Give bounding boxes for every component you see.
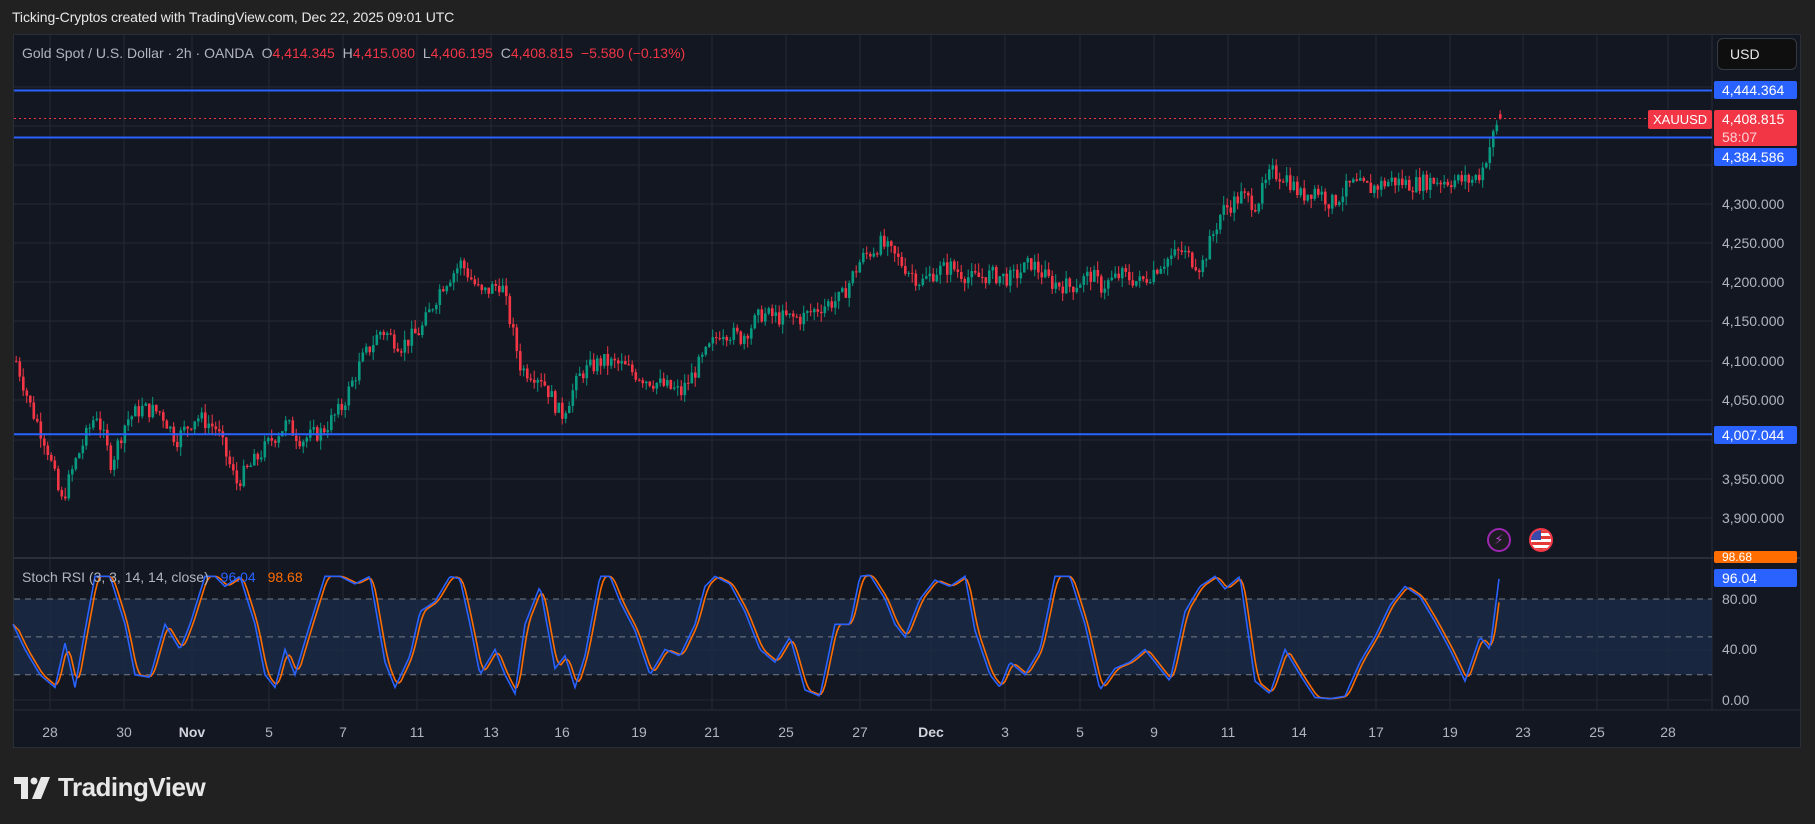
- current-price: 4,408.815: [1722, 111, 1785, 127]
- time-axis-label: 5: [265, 724, 273, 740]
- stoch-k-tag: 96.04: [1714, 569, 1797, 587]
- time-axis-label: 11: [409, 724, 425, 740]
- time-axis-label: 23: [1515, 724, 1531, 740]
- symbol-legend[interactable]: Gold Spot / U.S. Dollar · 2h · OANDA O4,…: [22, 45, 685, 61]
- currency-button[interactable]: USD: [1717, 38, 1797, 70]
- countdown: 58:07: [1722, 129, 1758, 145]
- stoch-d-tag: 98.68: [1714, 551, 1797, 563]
- stoch-axis-40: 40.00: [1722, 641, 1758, 657]
- high-label: H: [342, 45, 353, 61]
- price-axis-label: 4,250.000: [1722, 235, 1785, 251]
- stoch-d-value: 98.68: [267, 569, 303, 585]
- stoch-k-value: 96.04: [220, 569, 256, 585]
- symbol-tag: XAUUSD: [1648, 110, 1713, 129]
- low-value: 4,406.195: [430, 45, 493, 61]
- us-flag-event-icon[interactable]: [1529, 528, 1553, 552]
- time-axis-label: Dec: [918, 724, 944, 740]
- stoch-title: Stoch RSI (3, 3, 14, 14, close): [22, 569, 209, 585]
- price-axis-label: 4,050.000: [1722, 392, 1785, 408]
- price-axis-label: 4,300.000: [1722, 196, 1785, 212]
- time-axis-label: 28: [42, 724, 58, 740]
- price-axis-label: 3,950.000: [1722, 471, 1785, 487]
- horizontal-lines: [14, 89, 1712, 436]
- close-value: 4,408.815: [510, 45, 574, 61]
- time-axis-label: 25: [778, 724, 794, 740]
- price-axis-label: 3,900.000: [1722, 510, 1785, 526]
- time-axis-label: 19: [1442, 724, 1458, 740]
- low-label: L: [422, 45, 431, 61]
- us-flag-icon: [1531, 530, 1551, 550]
- time-axis-label: Nov: [178, 724, 206, 740]
- price-axis-label: 4,100.000: [1722, 353, 1785, 369]
- brand-name: TradingView: [58, 772, 206, 802]
- stoch-axis-80: 80.00: [1722, 591, 1758, 607]
- time-axis-label: 11: [1220, 724, 1236, 740]
- price-axis-label: 4,150.000: [1722, 313, 1785, 329]
- open-value: 4,414.345: [272, 45, 335, 61]
- candles: [15, 110, 1502, 501]
- change-value: −5.580 (−0.13%): [580, 45, 686, 61]
- credit-line: Ticking-Cryptos created with TradingView…: [12, 9, 455, 25]
- stoch-legend[interactable]: Stoch RSI (3, 3, 14, 14, close) 96.04 98…: [22, 569, 303, 585]
- time-axis-label: 30: [116, 724, 132, 740]
- upper-line-price-tag: 4,444.364: [1714, 81, 1797, 99]
- lightning-event-icon[interactable]: ⚡: [1487, 528, 1511, 552]
- time-axis-label: 25: [1589, 724, 1605, 740]
- time-axis-label: 16: [554, 724, 570, 740]
- time-axis-label: 14: [1291, 724, 1307, 740]
- time-axis-label: 27: [852, 724, 868, 740]
- time-axis-label: 21: [704, 724, 720, 740]
- stoch-lines: [12, 574, 1500, 700]
- stoch-axis-0: 0.00: [1722, 692, 1750, 708]
- time-axis-label: 3: [1001, 724, 1009, 740]
- open-label: O: [261, 45, 273, 61]
- time-axis-label: 19: [631, 724, 647, 740]
- price-axis-label: 4,200.000: [1722, 274, 1785, 290]
- middle-line-price-tag: 4,384.586: [1714, 148, 1797, 166]
- close-label: C: [500, 45, 511, 61]
- lower-line-price-tag: 4,007.044: [1714, 426, 1797, 444]
- tradingview-logo[interactable]: TradingView: [14, 772, 206, 803]
- time-axis-label: 5: [1076, 724, 1084, 740]
- symbol-title: Gold Spot / U.S. Dollar · 2h · OANDA: [22, 45, 254, 61]
- time-axis-label: 17: [1368, 724, 1384, 740]
- time-axis-label: 9: [1150, 724, 1158, 740]
- tradingview-logo-icon: [14, 776, 50, 799]
- time-axis-label: 13: [483, 724, 499, 740]
- time-axis-label: 28: [1660, 724, 1676, 740]
- current-price-tag: 4,408.815 58:07: [1714, 110, 1797, 146]
- high-value: 4,415.080: [352, 45, 416, 61]
- time-axis-label: 7: [339, 724, 347, 740]
